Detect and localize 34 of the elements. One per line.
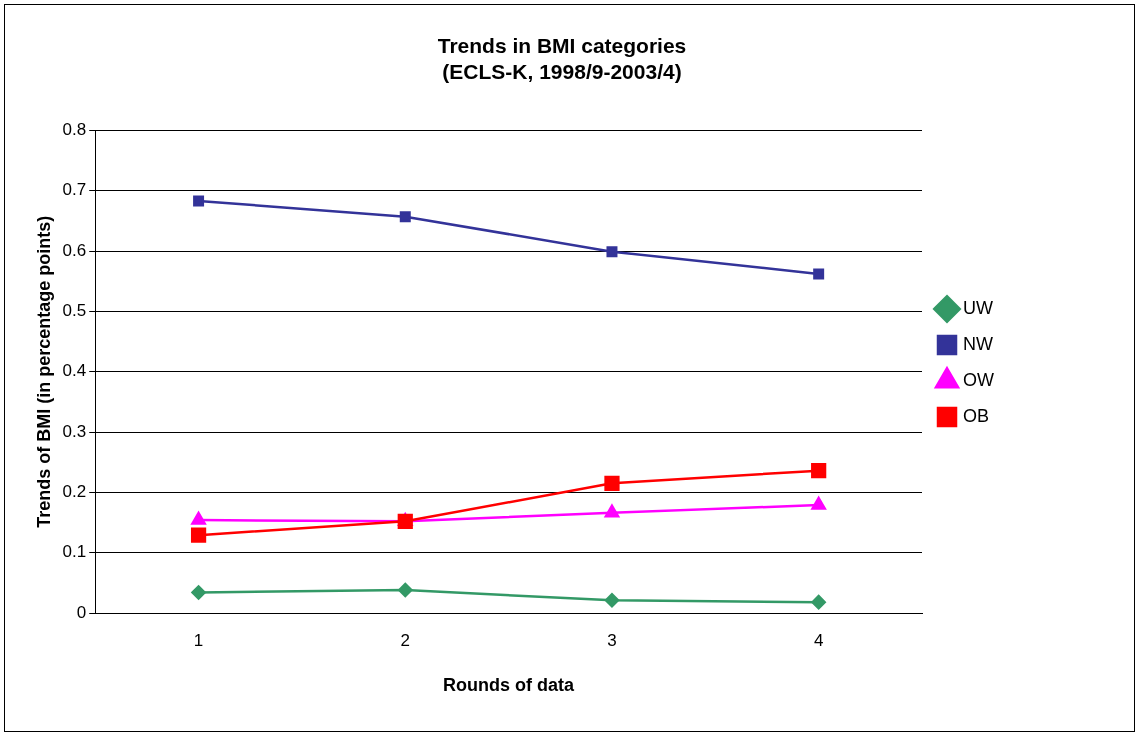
point [190,527,207,543]
point [813,268,825,280]
y-tick-label: 0 [76,602,87,622]
point [811,496,826,510]
point [398,582,413,598]
x-tick-label: 2 [400,630,411,650]
point [193,195,205,207]
x-tick-label: 3 [607,630,617,650]
y-tick-label: 0.3 [62,421,87,441]
y-tick-label: 0.5 [62,301,87,321]
chart-title: Trends in BMI categories (ECLS-K, 1998/9-2003/4) [437,34,687,83]
x-tick-label: 4 [813,630,824,650]
y-tick-label: 0.4 [62,361,87,381]
point [399,211,411,223]
point [811,594,826,610]
point [811,463,827,479]
y-tick-label: 0.2 [62,482,87,502]
legend-label: NW [963,333,994,354]
point [604,475,620,491]
legend-label: OW [963,369,995,390]
y-axis-title: Trends of BMI (in percentage points) [33,215,54,528]
point [191,585,206,600]
legend-label: UW [963,297,994,318]
x-tick-label: 1 [193,630,204,650]
y-tick-label: 0.1 [62,542,87,562]
x-axis-title: Rounds of data [443,675,576,696]
point [604,504,620,518]
point [606,246,618,258]
y-tick-label: 0.8 [62,120,87,140]
point [604,593,620,608]
legend-label: OB [963,405,990,426]
y-tick-label: 0.7 [62,180,87,200]
point [191,511,206,525]
y-tick-label: 0.6 [62,240,87,260]
